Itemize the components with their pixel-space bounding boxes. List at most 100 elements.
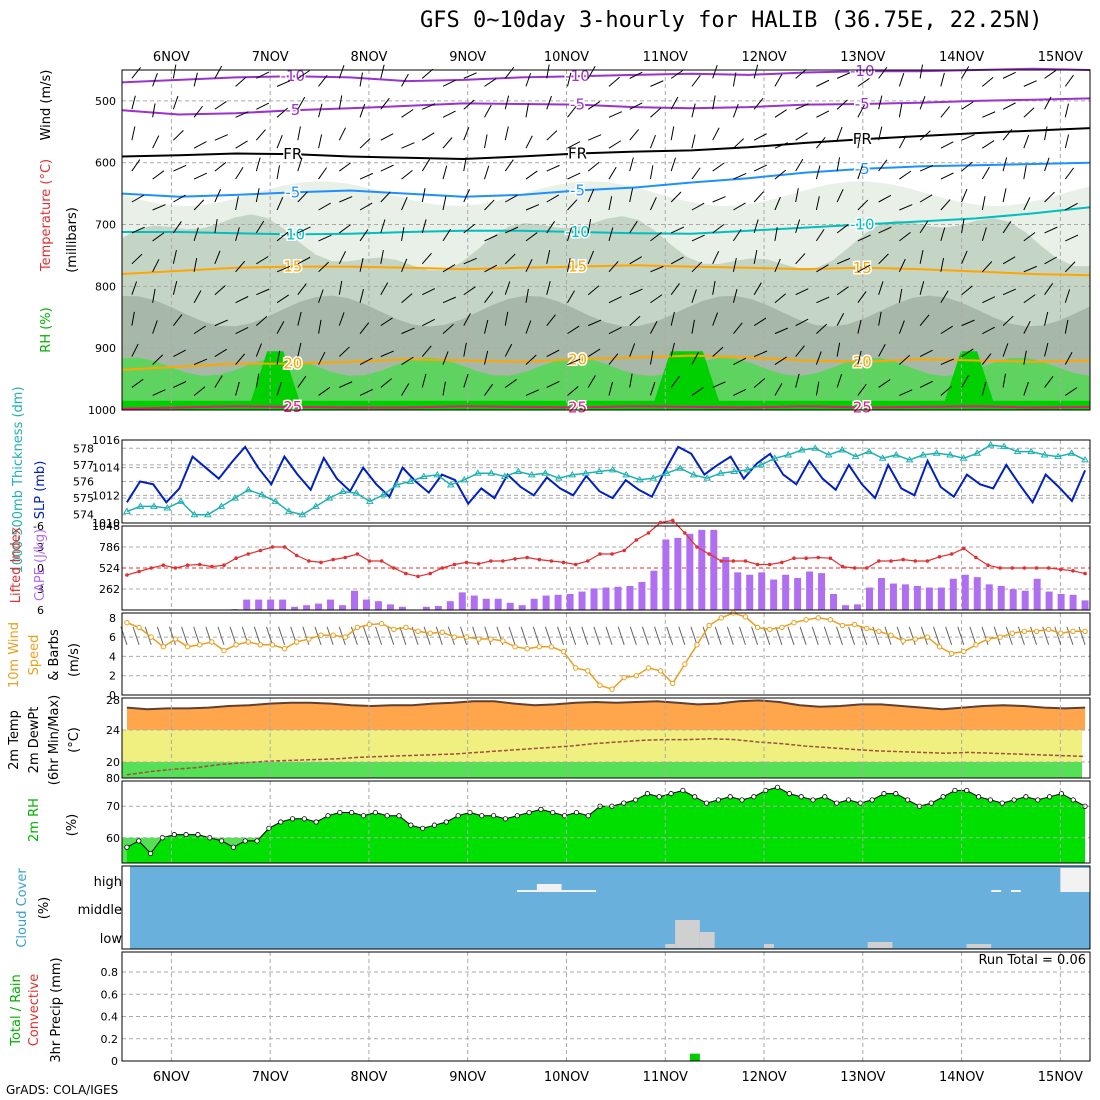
wind-barb — [650, 80, 664, 87]
wind-barb — [504, 159, 514, 172]
wind-barb — [380, 219, 386, 234]
wind-barb — [774, 356, 787, 365]
li-marker — [149, 566, 153, 570]
wind-barb — [795, 219, 801, 234]
thickness-marker — [500, 472, 509, 480]
wind-barb — [774, 142, 788, 149]
wind-barb-10m — [969, 626, 977, 645]
wind-barb — [1023, 165, 1027, 180]
wind-speed-marker — [1045, 626, 1052, 633]
wind-speed-marker — [706, 622, 712, 629]
thickness-marker — [1054, 452, 1062, 460]
wind-barb — [359, 103, 366, 118]
wind-barb — [898, 320, 905, 334]
contour-label--10: -10 — [565, 223, 590, 241]
thickness-marker — [487, 469, 496, 476]
wind-barb-10m — [751, 626, 759, 645]
cape-bar — [949, 578, 957, 610]
li-marker — [234, 556, 238, 560]
thickness-marker — [608, 465, 617, 473]
cape-bar — [327, 599, 335, 610]
rh-marker — [905, 797, 911, 803]
wind-speed-marker — [839, 622, 846, 629]
wind-barb — [193, 72, 198, 87]
wind-barb — [1023, 80, 1037, 87]
wind-speed-marker — [330, 632, 336, 638]
wind-barb — [359, 172, 374, 180]
li-marker — [246, 552, 251, 556]
wind-speed-marker — [294, 639, 300, 645]
wind-barb — [318, 351, 326, 365]
precip-tick-0.6: 0.6 — [101, 988, 119, 1001]
wind-barb — [442, 264, 456, 273]
wind-barb — [276, 265, 291, 273]
wind-barb-10m — [302, 626, 310, 645]
cape-bar — [542, 595, 550, 610]
wind-barb-10m — [823, 626, 831, 645]
wind-barb — [919, 95, 926, 110]
cloud-cell — [699, 932, 715, 948]
rh-marker — [798, 794, 804, 800]
wind-speed-marker — [427, 630, 433, 636]
wind-barb — [961, 375, 970, 388]
cape-bar — [925, 587, 933, 610]
li-marker — [355, 552, 360, 556]
li-marker — [391, 566, 396, 570]
rh-marker — [218, 838, 225, 844]
wind-barb — [338, 280, 343, 295]
wind-barb-10m — [144, 626, 152, 645]
cape-bar — [291, 606, 299, 610]
wind-barb — [940, 72, 945, 87]
wind-barb — [380, 350, 394, 358]
wind-barb-10m — [387, 626, 395, 645]
thickness-marker — [136, 502, 145, 509]
thickness-marker — [851, 452, 860, 460]
wind-barb — [318, 386, 331, 396]
wind-barb — [629, 71, 643, 79]
rh-marker — [644, 791, 651, 797]
li-marker — [210, 564, 214, 569]
li-marker — [961, 546, 966, 551]
chart-title: GFS 0~10day 3-hourly for HALIB (36.75E, … — [420, 8, 1043, 33]
temperature-contour-25 — [121, 405, 1091, 410]
wind-barb — [691, 289, 697, 303]
cape-bar — [818, 573, 826, 610]
dewpt-line — [126, 738, 1086, 776]
li-marker — [125, 573, 129, 577]
li-marker — [913, 559, 918, 563]
cape-bar — [710, 529, 718, 610]
wind-barb — [193, 172, 208, 180]
wind-speed-marker — [536, 644, 542, 650]
wind-barb — [1065, 387, 1078, 396]
wind-barb — [753, 249, 758, 264]
wind-barb — [795, 188, 799, 203]
rh-marker — [254, 838, 260, 844]
cape-bar — [1009, 589, 1017, 610]
wind-barb — [463, 126, 470, 141]
precip-tick-0.2: 0.2 — [101, 1033, 119, 1046]
wind-barb — [484, 350, 489, 365]
thickness-marker — [271, 497, 280, 504]
wind-barb — [484, 104, 492, 118]
wind-barb — [898, 103, 903, 118]
precip-bar — [689, 1053, 700, 1061]
wind-barb — [546, 349, 560, 357]
thickness-marker — [973, 449, 981, 456]
wind-barb — [152, 288, 156, 303]
li-marker — [416, 574, 420, 579]
wind-barb — [670, 70, 684, 79]
wind-barb — [1064, 352, 1073, 365]
wind-barb — [981, 166, 990, 180]
wind-barb — [878, 159, 888, 172]
temp-area — [126, 700, 1086, 730]
wind-barb — [463, 72, 477, 79]
wind-barb-10m — [908, 626, 916, 645]
wind-barb — [172, 221, 182, 234]
wind-barb — [836, 189, 844, 203]
wind-barb — [318, 202, 331, 211]
wind-barb — [172, 95, 179, 110]
day-label-top-15NOV: 15NOV — [1038, 50, 1083, 65]
wind-barb-10m — [860, 626, 868, 645]
precip-axis-label: 3hr Precip (mm) — [49, 957, 64, 1062]
wind-barb — [276, 381, 282, 396]
